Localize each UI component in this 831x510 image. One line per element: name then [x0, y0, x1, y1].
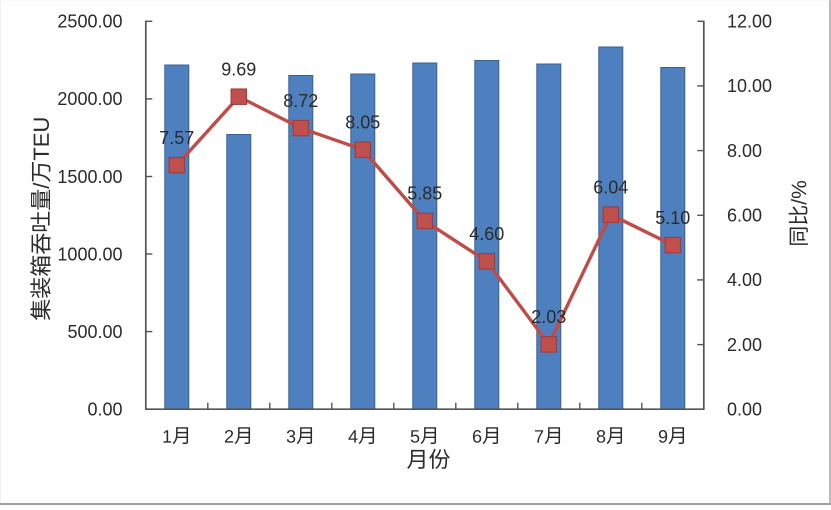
- svg-text:5.10: 5.10: [655, 208, 690, 228]
- svg-text:6.04: 6.04: [593, 178, 628, 198]
- svg-text:12.00: 12.00: [727, 12, 772, 32]
- svg-text:10.00: 10.00: [727, 76, 772, 96]
- svg-text:8.00: 8.00: [727, 141, 762, 161]
- svg-text:2.03: 2.03: [531, 307, 566, 327]
- svg-text:2500.00: 2500.00: [57, 12, 122, 32]
- svg-text:2.00: 2.00: [727, 335, 762, 355]
- svg-text:0.00: 0.00: [727, 400, 762, 420]
- svg-text:8.72: 8.72: [283, 91, 318, 111]
- svg-text:6.00: 6.00: [727, 206, 762, 226]
- svg-text:2000.00: 2000.00: [57, 89, 122, 109]
- svg-text:0.00: 0.00: [87, 400, 122, 420]
- svg-text:9.69: 9.69: [221, 60, 256, 80]
- svg-text:7.57: 7.57: [159, 128, 194, 148]
- svg-text:4.60: 4.60: [469, 224, 504, 244]
- svg-text:1000.00: 1000.00: [57, 244, 122, 264]
- svg-text:500.00: 500.00: [67, 322, 122, 342]
- svg-text:5.85: 5.85: [407, 184, 442, 204]
- svg-text:8.05: 8.05: [345, 113, 380, 133]
- svg-text:1500.00: 1500.00: [57, 167, 122, 187]
- svg-text:4.00: 4.00: [727, 270, 762, 290]
